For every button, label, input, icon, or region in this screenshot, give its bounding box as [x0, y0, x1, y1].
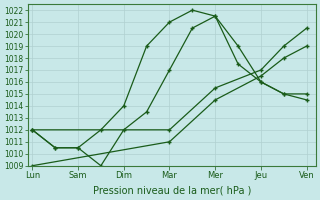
X-axis label: Pression niveau de la mer( hPa ): Pression niveau de la mer( hPa ) — [92, 186, 251, 196]
